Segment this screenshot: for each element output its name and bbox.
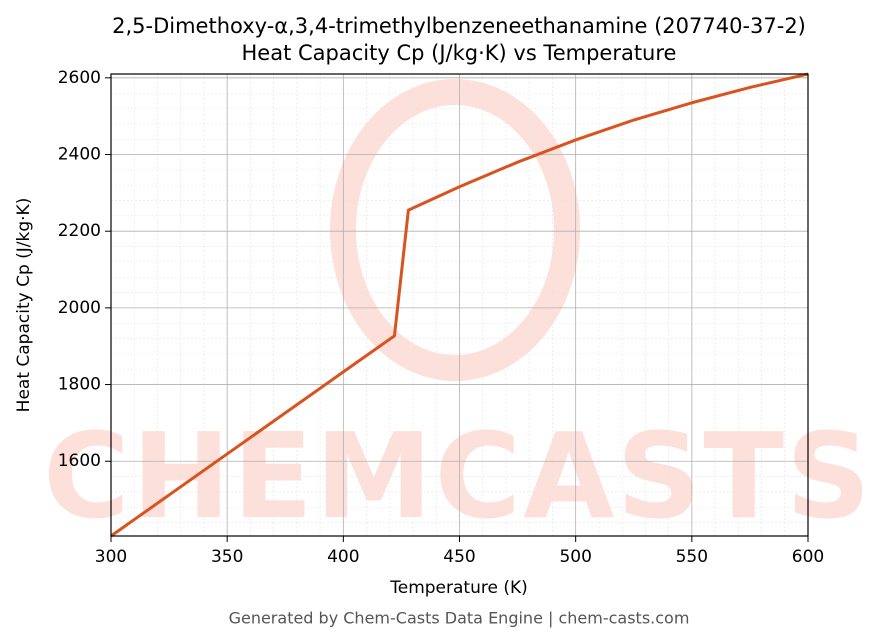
chart-title: 2,5-Dimethoxy-α,3,4-trimethylbenzeneetha… [112, 14, 806, 38]
y-axis-label: Heat Capacity Cp (J/kg·K) [14, 198, 34, 413]
plot-frame [110, 73, 809, 537]
watermark-layer: CHEMCASTS [43, 79, 873, 545]
data-line [110, 72, 809, 538]
y-tick-label: 2600 [58, 68, 101, 88]
y-tick-label: 1800 [58, 375, 101, 395]
x-tick-label: 350 [211, 547, 243, 567]
x-tick-label: 300 [95, 547, 127, 567]
watermark-ring [330, 79, 580, 381]
x-axis-label: Temperature (K) [389, 578, 528, 598]
x-tick-label: 400 [327, 547, 359, 567]
y-tick-label: 2400 [58, 145, 101, 165]
x-tick-label: 450 [443, 547, 475, 567]
footer: Generated by Chem-Casts Data Engine | ch… [229, 609, 690, 628]
x-tick-label: 600 [792, 547, 824, 567]
watermark: CHEMCASTS [43, 407, 873, 545]
x-tick-label: 500 [559, 547, 591, 567]
y-tick-label: 1600 [58, 451, 101, 471]
y-tick-label: 2200 [58, 221, 101, 241]
chart-subtitle: Heat Capacity Cp (J/kg·K) vs Temperature [242, 41, 677, 65]
x-tick-label: 550 [676, 547, 708, 567]
y-tick-label: 2000 [58, 298, 101, 318]
